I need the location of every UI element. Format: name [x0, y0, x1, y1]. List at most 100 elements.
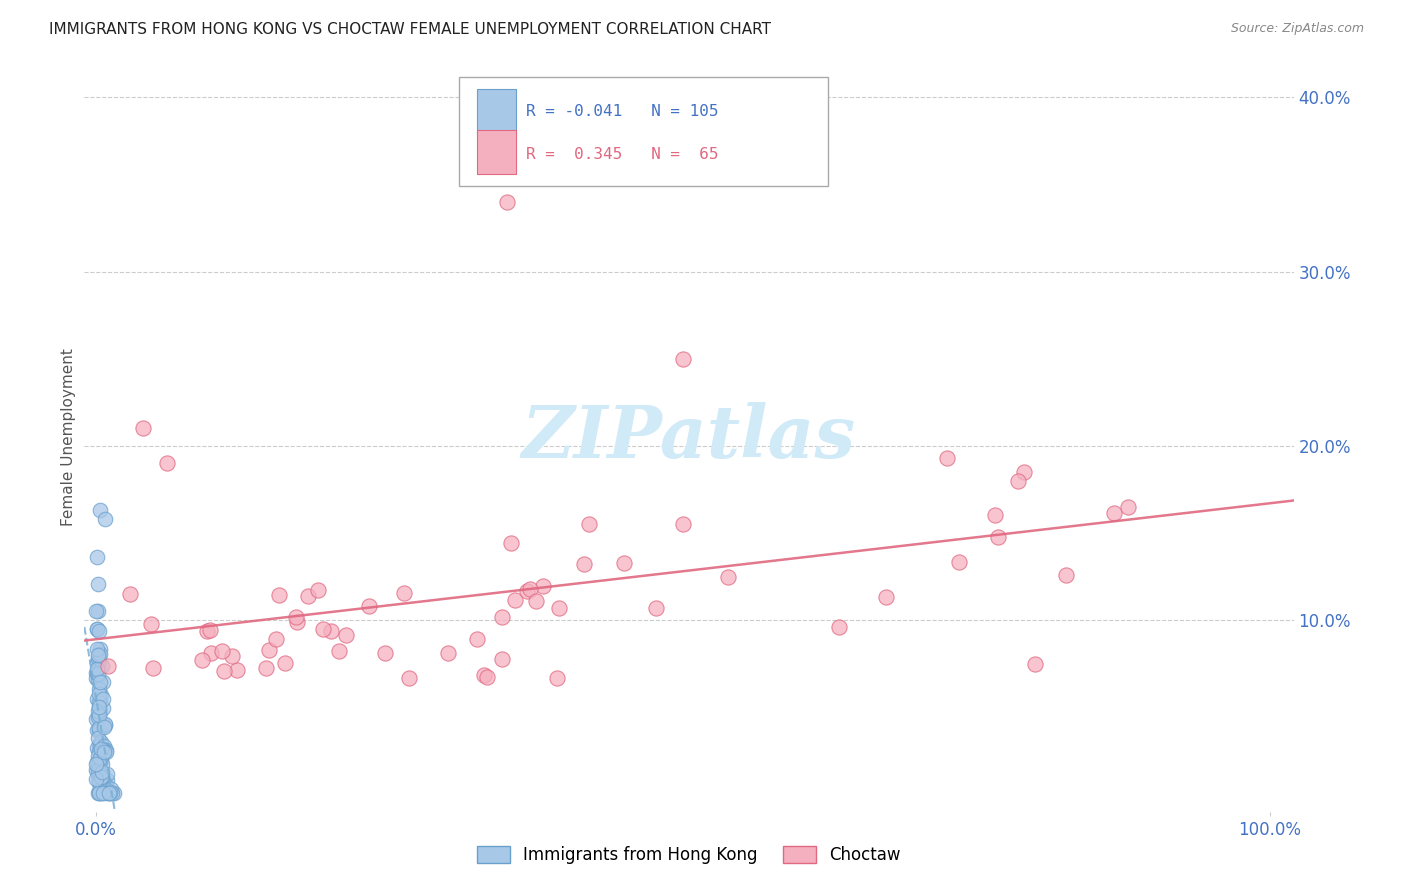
Point — [285, 609, 308, 624]
Point — [87, 763, 110, 777]
Point — [101, 786, 124, 800]
Point — [672, 351, 695, 366]
Point — [90, 688, 112, 702]
Point — [1118, 500, 1140, 515]
Point — [86, 757, 108, 772]
Point — [546, 671, 568, 685]
Point — [672, 517, 695, 532]
Point — [948, 555, 970, 569]
Point — [90, 770, 112, 784]
Point — [875, 590, 897, 604]
Point — [87, 768, 110, 782]
Point — [87, 743, 110, 757]
Point — [87, 648, 110, 663]
Point — [94, 512, 117, 526]
Point — [91, 659, 114, 673]
Point — [98, 786, 121, 800]
Point — [274, 657, 297, 671]
Point — [89, 707, 111, 722]
Point — [91, 764, 114, 779]
Point — [472, 668, 495, 682]
Point — [225, 663, 247, 677]
Point — [87, 695, 110, 709]
Point — [91, 786, 114, 800]
Point — [89, 776, 111, 790]
Point — [516, 584, 538, 599]
Point — [87, 748, 110, 763]
Text: R = -0.041   N = 105: R = -0.041 N = 105 — [526, 103, 718, 119]
Point — [191, 652, 214, 666]
Point — [211, 644, 233, 658]
Point — [84, 763, 107, 777]
Point — [91, 675, 114, 690]
Point — [574, 557, 596, 571]
Point — [86, 604, 108, 618]
Point — [264, 632, 287, 646]
Text: R =  0.345   N =  65: R = 0.345 N = 65 — [526, 147, 718, 162]
Point — [87, 721, 110, 735]
Point — [86, 622, 108, 636]
Point — [96, 772, 118, 787]
Point — [87, 687, 110, 701]
Point — [89, 705, 111, 719]
Point — [87, 650, 110, 665]
Point — [93, 743, 115, 757]
Point — [87, 783, 110, 797]
Text: Source: ZipAtlas.com: Source: ZipAtlas.com — [1230, 22, 1364, 36]
Point — [84, 712, 107, 726]
Point — [90, 756, 112, 771]
Point — [90, 741, 112, 756]
Point — [717, 570, 740, 584]
Point — [142, 661, 165, 675]
Point — [86, 576, 108, 591]
Point — [89, 699, 111, 714]
FancyBboxPatch shape — [460, 78, 828, 186]
Point — [91, 692, 114, 706]
Point — [97, 786, 120, 800]
Point — [86, 691, 108, 706]
Point — [93, 739, 115, 753]
Point — [328, 644, 350, 658]
Point — [87, 737, 110, 751]
Point — [87, 731, 110, 746]
Point — [87, 759, 110, 773]
Point — [257, 643, 280, 657]
Point — [86, 622, 108, 636]
Point — [936, 450, 959, 465]
Point — [93, 777, 115, 791]
Legend: Immigrants from Hong Kong, Choctaw: Immigrants from Hong Kong, Choctaw — [470, 839, 908, 871]
Point — [212, 664, 235, 678]
FancyBboxPatch shape — [478, 130, 516, 174]
Point — [87, 604, 110, 618]
Point — [398, 672, 420, 686]
Point — [132, 421, 155, 435]
Point — [89, 751, 111, 765]
Point — [86, 673, 108, 687]
Point — [103, 786, 125, 800]
Point — [357, 599, 380, 613]
Point — [496, 194, 519, 209]
Point — [254, 661, 277, 675]
Point — [86, 666, 108, 681]
Point — [86, 672, 108, 686]
Point — [86, 755, 108, 769]
Point — [87, 767, 110, 781]
Point — [89, 647, 111, 661]
Point — [392, 586, 415, 600]
Point — [321, 624, 343, 639]
Point — [86, 662, 108, 676]
Point — [87, 775, 110, 789]
Point — [89, 699, 111, 714]
Point — [86, 665, 108, 680]
Point — [374, 646, 396, 660]
Point — [87, 773, 110, 788]
Point — [987, 530, 1010, 544]
Point — [155, 456, 177, 470]
Point — [89, 786, 111, 800]
Point — [519, 582, 541, 597]
Point — [100, 781, 122, 796]
Point — [195, 624, 218, 638]
Point — [1007, 474, 1029, 488]
Point — [491, 652, 513, 666]
Point — [437, 646, 460, 660]
